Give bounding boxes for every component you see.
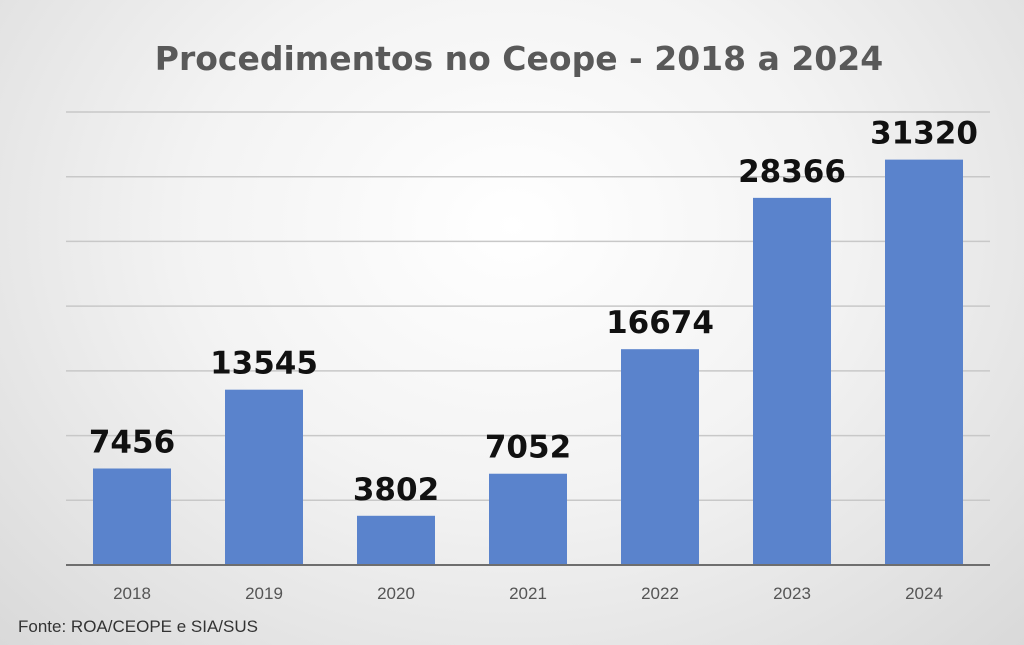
- data-label-2022: 16674: [606, 305, 714, 341]
- bar-2018: [93, 468, 171, 565]
- x-axis-tick-labels: 2018 2019 2020 2021 2022 2023 2024: [113, 584, 943, 603]
- tick-label-2023: 2023: [773, 584, 811, 603]
- bar-2022: [621, 349, 699, 565]
- gridlines: [66, 111, 990, 502]
- tick-label-2019: 2019: [245, 584, 283, 603]
- tick-label-2021: 2021: [509, 584, 547, 603]
- bar-2020: [357, 515, 435, 565]
- tick-label-2022: 2022: [641, 584, 679, 603]
- bars: [93, 159, 963, 566]
- data-label-2018: 7456: [89, 424, 175, 460]
- data-labels: 7456 13545 3802 7052 16674 28366 31320: [89, 116, 978, 508]
- data-label-2023: 28366: [738, 154, 846, 190]
- chart-title: Procedimentos no Ceope - 2018 a 2024: [155, 39, 883, 78]
- bar-2019: [225, 389, 303, 565]
- bar-2024: [885, 159, 963, 566]
- data-label-2024: 31320: [870, 116, 978, 152]
- tick-label-2018: 2018: [113, 584, 151, 603]
- data-label-2020: 3802: [353, 472, 439, 508]
- source-note: Fonte: ROA/CEOPE e SIA/SUS: [18, 617, 258, 636]
- bar-2021: [489, 473, 567, 565]
- tick-label-2024: 2024: [905, 584, 943, 603]
- bar-2023: [753, 197, 831, 565]
- data-label-2019: 13545: [210, 346, 318, 382]
- tick-label-2020: 2020: [377, 584, 415, 603]
- data-label-2021: 7052: [485, 430, 571, 466]
